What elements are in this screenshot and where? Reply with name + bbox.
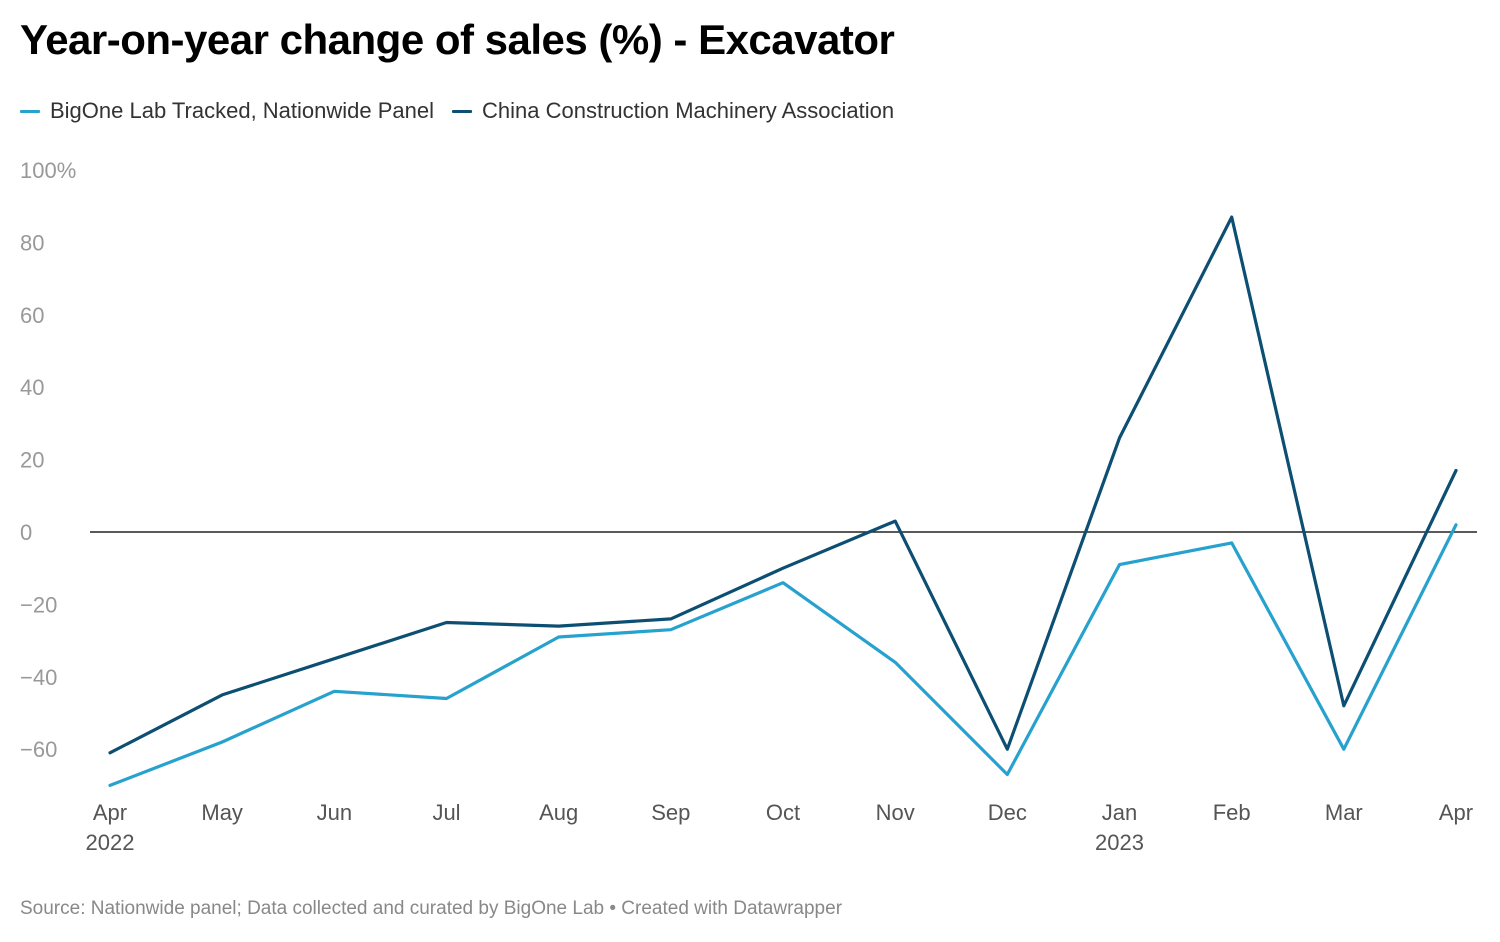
source-note: Source: Nationwide panel; Data collected… — [20, 898, 843, 919]
x-tick-label: Dec — [988, 800, 1027, 825]
x-tick-label: Apr — [1439, 800, 1473, 825]
legend-swatch-bigone — [20, 109, 40, 113]
y-tick-label: 80 — [20, 230, 44, 255]
chart-title: Year-on-year change of sales (%) - Excav… — [20, 16, 895, 63]
x-tick-label: Aug — [539, 800, 578, 825]
y-tick-label: 60 — [20, 303, 44, 328]
line-chart: 100% 80 60 40 20 0 −20 −40 −60 Apr 2022 May Jun Jul Au… — [20, 158, 1477, 855]
y-tick-label: −40 — [20, 665, 57, 690]
x-tick-label: Sep — [651, 800, 690, 825]
y-tick-label: 40 — [20, 375, 44, 400]
x-tick-label: Feb — [1213, 800, 1251, 825]
x-tick-label: Jun — [317, 800, 352, 825]
y-tick-label: 100% — [20, 158, 76, 183]
series-line-1 — [108, 215, 1458, 755]
x-tick-year-label: 2023 — [1095, 830, 1144, 855]
legend-swatch-ccma — [452, 109, 473, 113]
x-tick-label: Apr — [93, 800, 127, 825]
x-tick-label: Nov — [876, 800, 915, 825]
x-tick-label: Oct — [766, 800, 800, 825]
x-tick-label: Jul — [432, 800, 460, 825]
y-tick-label: −20 — [20, 592, 57, 617]
x-tick-label: Jan — [1102, 800, 1137, 825]
y-tick-label: −60 — [20, 737, 57, 762]
legend-item-ccma: China Construction Machinery Association — [452, 98, 894, 124]
chart-legend: BigOne Lab Tracked, Nationwide Panel Chi… — [20, 98, 912, 124]
legend-item-bigone: BigOne Lab Tracked, Nationwide Panel — [20, 98, 434, 124]
x-tick-label: Mar — [1325, 800, 1363, 825]
series-line-0 — [108, 523, 1458, 788]
y-tick-label: 20 — [20, 448, 44, 473]
y-tick-label: 0 — [20, 520, 32, 545]
x-tick-year-label: 2022 — [86, 830, 135, 855]
x-tick-label: May — [201, 800, 243, 825]
legend-label-ccma: China Construction Machinery Association — [482, 98, 895, 123]
legend-label-bigone: BigOne Lab Tracked, Nationwide Panel — [50, 98, 435, 123]
